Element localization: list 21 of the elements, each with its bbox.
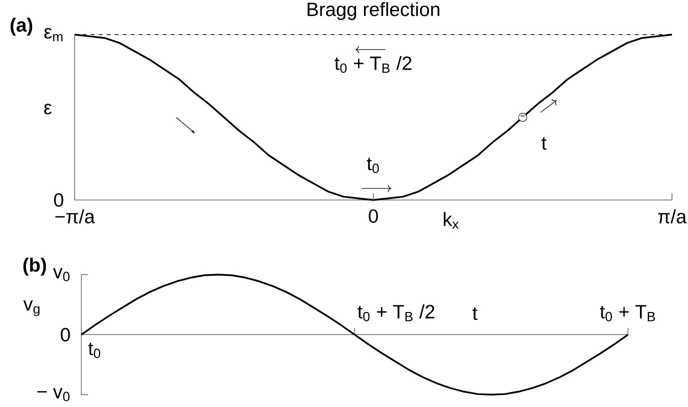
x-axis-title: t bbox=[472, 308, 478, 320]
text: v$_{0}$ bbox=[53, 268, 70, 282]
text: 0 bbox=[60, 328, 70, 342]
annotation: t bbox=[542, 137, 546, 150]
y-axis-title: ε bbox=[44, 104, 52, 114]
x-axis-title: k$_{x}$ bbox=[444, 212, 459, 229]
annotation: t$_{0}$ bbox=[88, 342, 100, 358]
text: π/a bbox=[658, 210, 687, 224]
chart-title: (b) bbox=[23, 258, 46, 276]
text: −π/a bbox=[55, 210, 95, 224]
text: 0 bbox=[54, 193, 64, 207]
annotation: t$_{0}$ + T$_{B}$ bbox=[600, 305, 655, 322]
ref-line-label: Bragg reflection bbox=[308, 2, 440, 20]
annotation: t$_{0}$ + T$_{B}$ /2 bbox=[358, 304, 434, 322]
y-axis-title: v$_{g}$ bbox=[23, 300, 40, 316]
text: ε$_{m}$ bbox=[44, 28, 62, 42]
text: 0 bbox=[368, 210, 378, 224]
annotation: t$_{0}$ bbox=[366, 158, 379, 174]
text: − v$_{0}$ bbox=[37, 388, 70, 402]
annotation: t$_{0}$ + T$_{B}$ /2 bbox=[334, 56, 412, 74]
chart-title: (a) bbox=[10, 18, 32, 36]
